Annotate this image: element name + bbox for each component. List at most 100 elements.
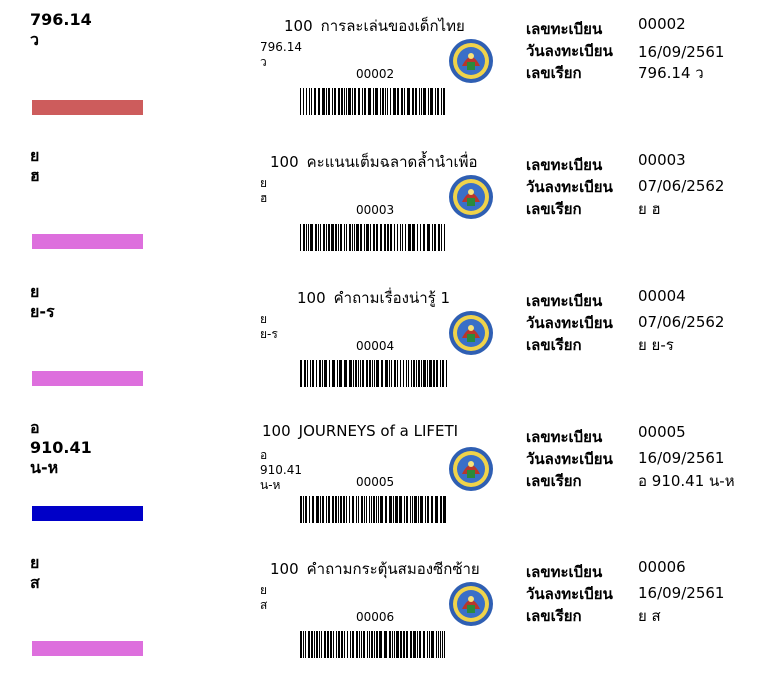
- reg-date-label: วันลงทะเบียน: [526, 314, 613, 332]
- book-number: 100: [270, 560, 299, 578]
- barcode-image: [300, 496, 447, 523]
- spine-line: ย: [30, 146, 40, 165]
- reg-number-label: เลขทะเบียน: [526, 156, 603, 174]
- small-call-number: อ 910.41 น-ห: [260, 448, 302, 493]
- barcode-text: 00006: [356, 610, 395, 624]
- reg-date-value: 07/06/2562: [638, 177, 725, 195]
- spine-call-number: ยส: [30, 553, 40, 593]
- book-number: 100: [262, 422, 291, 440]
- school-seal-icon: [448, 446, 494, 492]
- book-number: 100: [297, 289, 326, 307]
- spine-line: ส: [30, 573, 40, 592]
- call-number-value: ย ย-ร: [638, 336, 674, 354]
- small-call-line: ว: [260, 55, 267, 69]
- color-band: [32, 506, 143, 521]
- reg-number-label: เลขทะเบียน: [526, 20, 603, 38]
- barcode-text: 00003: [356, 203, 395, 217]
- call-number-value: ย ฮ: [638, 200, 661, 218]
- color-band: [32, 641, 143, 656]
- book-title: คำถามกระตุ้นสมองซีกซ้าย: [306, 560, 480, 578]
- reg-number-label: เลขทะเบียน: [526, 292, 603, 310]
- spine-call-number: ยฮ: [30, 146, 40, 186]
- reg-date-value: 07/06/2562: [638, 313, 725, 331]
- spine-line: 910.41: [30, 438, 92, 457]
- reg-date-label: วันลงทะเบียน: [526, 450, 613, 468]
- barcode-text: 00002: [356, 67, 395, 81]
- label-row: อ 910.41 น-ห 100 JOURNEYS of a LIFETI อ 910.41…: [0, 418, 761, 553]
- small-call-line: อ: [260, 448, 268, 462]
- small-call-number: ยย-ร: [260, 312, 278, 342]
- reg-number-label: เลขทะเบียน: [526, 563, 603, 581]
- book-title-line: 100 คำถามกระตุ้นสมองซีกซ้าย: [270, 557, 480, 581]
- book-title-line: 100 คะแนนเต็มฉลาดล้ำนำเพื่อ: [270, 150, 478, 174]
- color-band: [32, 100, 143, 115]
- reg-date-label: วันลงทะเบียน: [526, 178, 613, 196]
- barcode-image: [300, 88, 447, 115]
- spine-line: ย: [30, 282, 40, 301]
- call-number-label: เลขเรียก: [526, 607, 582, 625]
- book-title-line: 100 คำถามเรื่องน่ารู้ 1: [297, 286, 450, 310]
- small-call-number: 796.14 ว: [260, 40, 302, 70]
- reg-date-label: วันลงทะเบียน: [526, 585, 613, 603]
- call-number-value: ย ส: [638, 607, 661, 625]
- reg-date-value: 16/09/2561: [638, 449, 725, 467]
- small-call-line: 796.14: [260, 40, 302, 54]
- reg-date-label: วันลงทะเบียน: [526, 42, 613, 60]
- reg-number-value: 00003: [638, 151, 686, 169]
- call-number-value: อ 910.41 น-ห: [638, 472, 735, 490]
- label-row: 796.14 ว 100 การละเล่นของเด็กไทย 796.14 ว 0000…: [0, 10, 761, 145]
- small-call-line: ฮ: [260, 191, 268, 205]
- small-call-line: ย: [260, 312, 268, 326]
- school-seal-icon: [448, 174, 494, 220]
- spine-call-number: 796.14 ว: [30, 10, 92, 50]
- barcode-image: [300, 224, 447, 251]
- book-number: 100: [284, 17, 313, 35]
- reg-number-value: 00005: [638, 423, 686, 441]
- book-title-line: 100 การละเล่นของเด็กไทย: [284, 14, 465, 38]
- color-band: [32, 234, 143, 249]
- reg-number-value: 00006: [638, 558, 686, 576]
- reg-number-value: 00002: [638, 15, 686, 33]
- call-number-label: เลขเรียก: [526, 64, 582, 82]
- spine-line: 796.14: [30, 10, 92, 29]
- small-call-line: น-ห: [260, 478, 281, 492]
- reg-number-value: 00004: [638, 287, 686, 305]
- barcode-text: 00005: [356, 475, 395, 489]
- spine-line: อ: [30, 418, 40, 437]
- school-seal-icon: [448, 581, 494, 627]
- label-row: ยส 100 คำถามกระตุ้นสมองซีกซ้ายยส 00006 เลขทะ…: [0, 553, 761, 688]
- school-seal-icon: [448, 38, 494, 84]
- book-title: คะแนนเต็มฉลาดล้ำนำเพื่อ: [306, 153, 478, 171]
- spine-call-number: ยย-ร: [30, 282, 55, 322]
- barcode-image: [300, 631, 447, 658]
- reg-date-value: 16/09/2561: [638, 43, 725, 61]
- small-call-line: ย-ร: [260, 327, 278, 341]
- call-number-label: เลขเรียก: [526, 472, 582, 490]
- book-title: การละเล่นของเด็กไทย: [320, 17, 465, 35]
- book-title-line: 100 JOURNEYS of a LIFETI: [262, 422, 458, 440]
- small-call-line: ย: [260, 583, 268, 597]
- spine-line: ว: [30, 30, 39, 49]
- call-number-label: เลขเรียก: [526, 200, 582, 218]
- spine-call-number: อ 910.41 น-ห: [30, 418, 92, 478]
- spine-line: ฮ: [30, 166, 40, 185]
- color-band: [32, 371, 143, 386]
- book-title: คำถามเรื่องน่ารู้ 1: [333, 289, 451, 307]
- barcode-image: [300, 360, 449, 387]
- book-title: JOURNEYS of a LIFETI: [298, 422, 459, 440]
- spine-line: ย-ร: [30, 302, 55, 321]
- small-call-number: ยฮ: [260, 176, 267, 206]
- call-number-label: เลขเรียก: [526, 336, 582, 354]
- small-call-line: 910.41: [260, 463, 302, 477]
- small-call-line: ย: [260, 176, 268, 190]
- small-call-number: ยส: [260, 583, 267, 613]
- label-row: ยฮ 100 คะแนนเต็มฉลาดล้ำนำเพื่อยฮ 00003 เลขทะ…: [0, 146, 761, 281]
- book-number: 100: [270, 153, 299, 171]
- label-row: ยย-ร 100 คำถามเรื่องน่ารู้ 1 ยย-ร 00004 เลขทะ…: [0, 282, 761, 417]
- spine-line: ย: [30, 553, 40, 572]
- barcode-text: 00004: [356, 339, 395, 353]
- call-number-value: 796.14 ว: [638, 64, 704, 82]
- reg-number-label: เลขทะเบียน: [526, 428, 603, 446]
- reg-date-value: 16/09/2561: [638, 584, 725, 602]
- school-seal-icon: [448, 310, 494, 356]
